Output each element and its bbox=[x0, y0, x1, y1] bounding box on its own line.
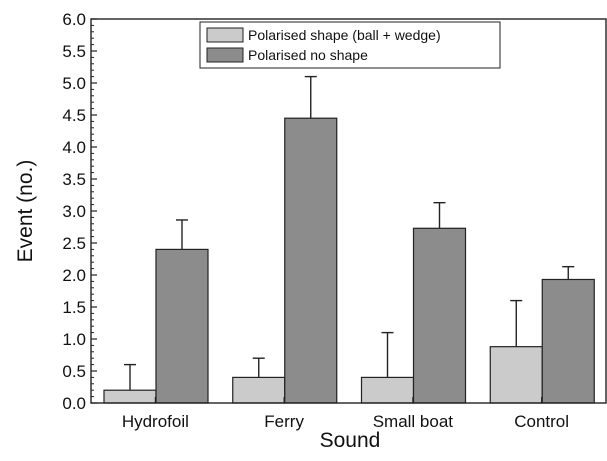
x-axis: Hydrofoil Ferry Small boat Control bbox=[122, 397, 569, 431]
bar-no-shape-1 bbox=[284, 117, 338, 404]
bar-shape-0 bbox=[103, 389, 157, 404]
y-tick-label: 4.5 bbox=[62, 106, 86, 125]
bar-shape-1 bbox=[232, 376, 286, 404]
y-tick-label: 4.0 bbox=[62, 138, 86, 157]
y-tick-label: 0.5 bbox=[62, 362, 86, 381]
y-tick-label: 0.0 bbox=[62, 394, 86, 413]
y-tick-label: 3.5 bbox=[62, 170, 86, 189]
y-tick-label: 2.0 bbox=[62, 266, 86, 285]
y-tick-label: 3.0 bbox=[62, 202, 86, 221]
y-tick-label: 5.0 bbox=[62, 74, 86, 93]
bar-no-shape-0 bbox=[155, 248, 209, 404]
legend: Polarised shape (ball + wedge) Polarised… bbox=[199, 21, 501, 69]
legend-label-shape: Polarised shape (ball + wedge) bbox=[248, 27, 441, 43]
legend-swatch-no-shape bbox=[206, 47, 244, 63]
x-tick-label: Control bbox=[514, 412, 569, 431]
legend-label-no-shape: Polarised no shape bbox=[248, 47, 368, 63]
y-axis: 0.0 0.5 1.0 1.5 2.0 2.5 3.0 3.5 4.0 4.5 5.0 5.5 6.0 bbox=[62, 10, 97, 413]
bar-shape-3 bbox=[489, 346, 543, 404]
y-tick-label: 5.5 bbox=[62, 42, 86, 61]
bar-shape-2 bbox=[360, 376, 415, 404]
bar-no-shape-2 bbox=[412, 227, 467, 404]
bar-no-shape-3 bbox=[541, 278, 595, 404]
legend-swatch-shape bbox=[206, 27, 244, 43]
y-tick-label: 1.5 bbox=[62, 298, 86, 317]
x-tick-label: Small boat bbox=[373, 412, 454, 431]
y-tick-label: 1.0 bbox=[62, 330, 86, 349]
y-axis-title: Event (no.) bbox=[14, 160, 37, 263]
x-axis-title: Sound bbox=[320, 429, 381, 452]
legend-box bbox=[199, 21, 501, 69]
y-tick-label: 2.5 bbox=[62, 234, 86, 253]
error-bars-layer bbox=[124, 75, 575, 391]
x-tick-label: Hydrofoil bbox=[122, 412, 189, 431]
bars-layer bbox=[103, 117, 595, 404]
y-tick-label: 6.0 bbox=[62, 10, 86, 29]
x-tick-label: Ferry bbox=[264, 412, 304, 431]
